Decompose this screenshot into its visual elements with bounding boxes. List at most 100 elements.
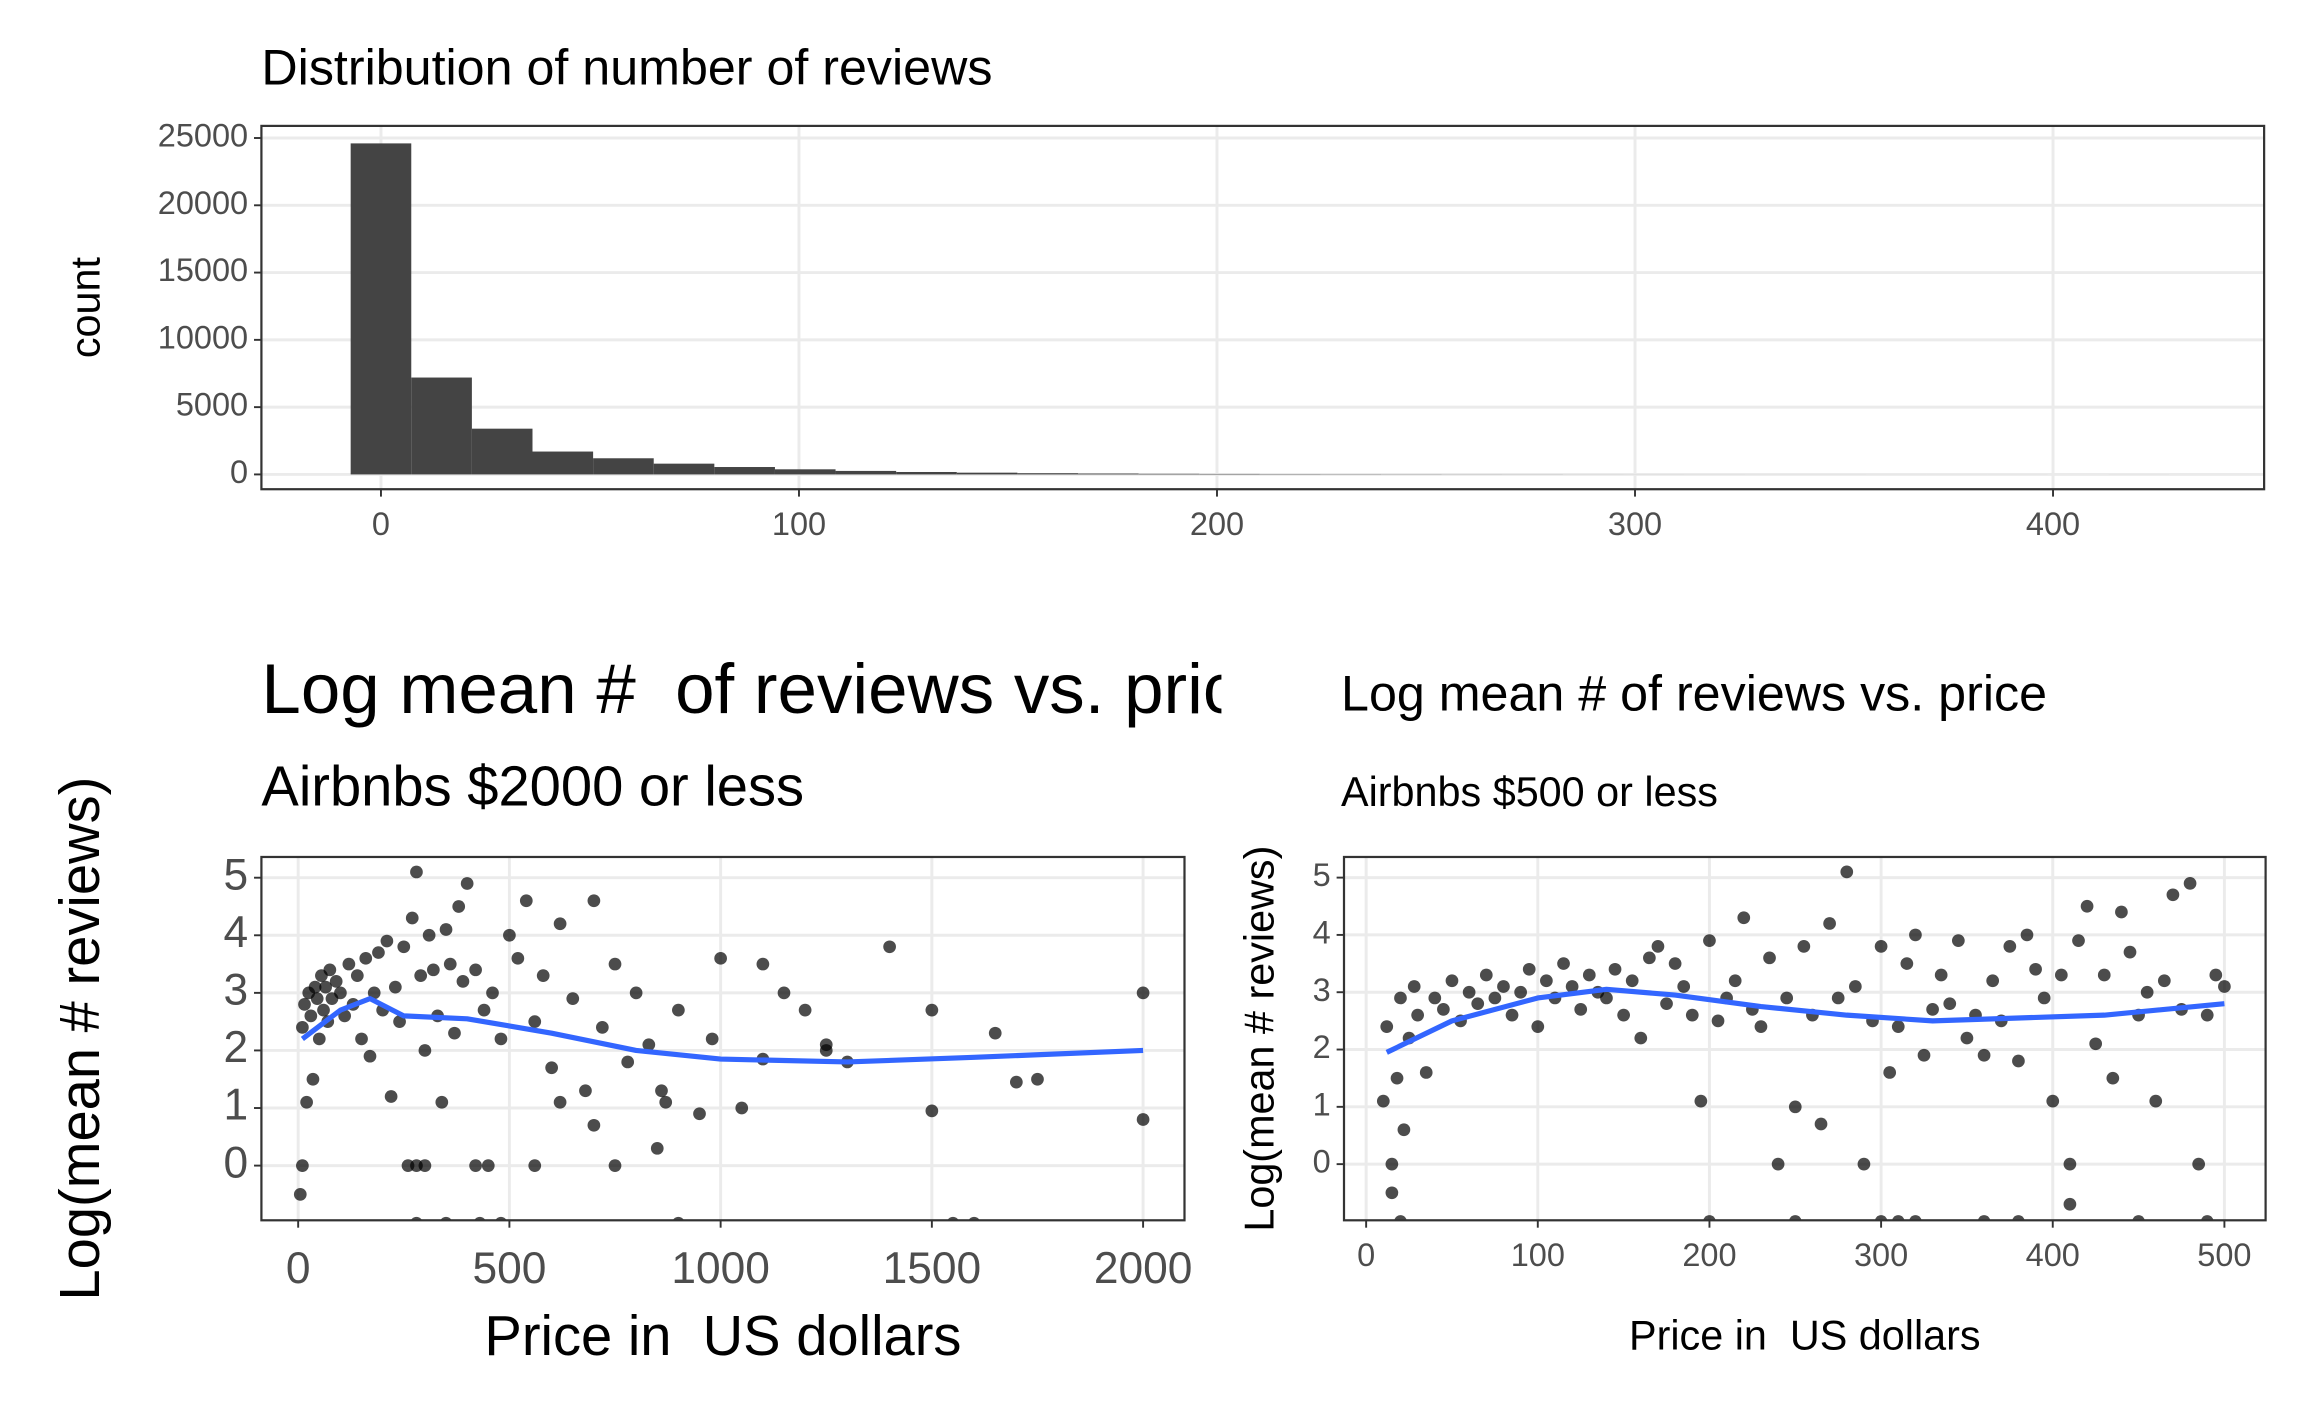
point xyxy=(1711,1014,1725,1028)
y-tick-label: 1 xyxy=(1313,1086,1331,1122)
point xyxy=(2054,968,2068,982)
point xyxy=(372,946,385,959)
x-tick-label: 0 xyxy=(286,1244,311,1293)
point xyxy=(2012,1215,2025,1221)
point xyxy=(306,1072,320,1086)
point xyxy=(456,974,470,988)
y-axis-label: Log(mean # reviews) xyxy=(48,777,111,1301)
point xyxy=(1909,1215,1922,1221)
point xyxy=(1390,1071,1404,1085)
point xyxy=(1797,940,1811,953)
x-tick-label: 1500 xyxy=(883,1244,982,1293)
point xyxy=(2200,1215,2214,1221)
point xyxy=(323,963,337,977)
smooth-line xyxy=(1385,986,2225,1055)
point xyxy=(1814,1117,1828,1131)
point xyxy=(566,992,580,1005)
point xyxy=(2029,962,2042,976)
point xyxy=(883,940,896,954)
point xyxy=(2132,1215,2145,1221)
point xyxy=(1694,1094,1708,1108)
bar xyxy=(896,471,957,475)
x-tick-label: 400 xyxy=(2026,506,2080,542)
point xyxy=(2020,928,2034,942)
point xyxy=(659,1095,673,1109)
point xyxy=(672,1003,685,1017)
point xyxy=(735,1101,749,1115)
y-tick-label: 4 xyxy=(1313,914,1331,950)
point xyxy=(705,1032,719,1046)
point xyxy=(443,957,457,971)
point xyxy=(367,986,381,1000)
point xyxy=(1608,962,1622,976)
panel-border xyxy=(260,855,1186,1222)
point xyxy=(1617,1008,1630,1022)
point xyxy=(418,1159,432,1172)
y-tick-label: 15000 xyxy=(158,252,248,288)
bar xyxy=(471,428,533,475)
point xyxy=(925,1003,939,1017)
y-tick-label: 2 xyxy=(223,1023,248,1072)
point xyxy=(427,963,440,977)
y-tick-label: 0 xyxy=(230,454,248,490)
point xyxy=(388,980,402,994)
point xyxy=(2166,888,2180,902)
point xyxy=(308,980,322,994)
y-tick-label: 3 xyxy=(223,966,248,1015)
chart-subtitle: Airbnbs $500 or less xyxy=(1341,769,1718,815)
point xyxy=(1488,991,1502,1005)
point xyxy=(418,1044,432,1057)
point xyxy=(579,1084,592,1098)
x-tick-label: 0 xyxy=(372,506,390,542)
point xyxy=(2063,1197,2077,1211)
point xyxy=(1136,1113,1150,1126)
point xyxy=(2072,934,2085,947)
point xyxy=(1960,1031,1974,1045)
point xyxy=(595,1021,609,1034)
point xyxy=(1943,997,1957,1011)
point xyxy=(293,1188,307,1201)
bar xyxy=(1078,473,1139,475)
point xyxy=(452,900,466,913)
x-tick-label: 500 xyxy=(2197,1237,2251,1273)
point xyxy=(1136,986,1150,1000)
y-tick-label: 0 xyxy=(223,1138,248,1187)
point xyxy=(2123,945,2137,959)
point xyxy=(1394,991,1407,1005)
point xyxy=(1891,1020,1905,1033)
point xyxy=(1677,980,1691,993)
point xyxy=(714,951,727,965)
point xyxy=(1874,1215,1888,1221)
point xyxy=(2037,991,2051,1005)
point xyxy=(1703,934,1716,947)
bar xyxy=(1138,473,1200,475)
point xyxy=(363,1049,377,1063)
point xyxy=(629,986,643,1000)
marks xyxy=(1376,865,2231,1221)
point xyxy=(359,951,373,965)
bar xyxy=(835,470,897,475)
point xyxy=(1031,1072,1044,1086)
point xyxy=(342,957,356,971)
point xyxy=(1582,968,1596,982)
point xyxy=(494,1032,508,1046)
x-axis-label: Price in US dollars xyxy=(1629,1312,1981,1358)
point xyxy=(1385,1186,1399,1200)
point xyxy=(1505,1008,1519,1022)
point xyxy=(304,1009,318,1023)
point xyxy=(310,992,324,1005)
x-axis-label: Price in US dollars xyxy=(484,1304,961,1367)
point xyxy=(1737,911,1751,925)
point xyxy=(317,1003,330,1017)
point xyxy=(329,974,343,988)
point xyxy=(2089,1037,2103,1051)
point xyxy=(503,928,516,942)
point xyxy=(1634,1031,1648,1045)
point xyxy=(655,1084,668,1098)
panel-background xyxy=(261,125,2265,490)
x-tick-label: 0 xyxy=(1357,1237,1375,1273)
point xyxy=(1514,985,1527,999)
point xyxy=(2192,1157,2206,1171)
point xyxy=(1574,1003,1588,1016)
